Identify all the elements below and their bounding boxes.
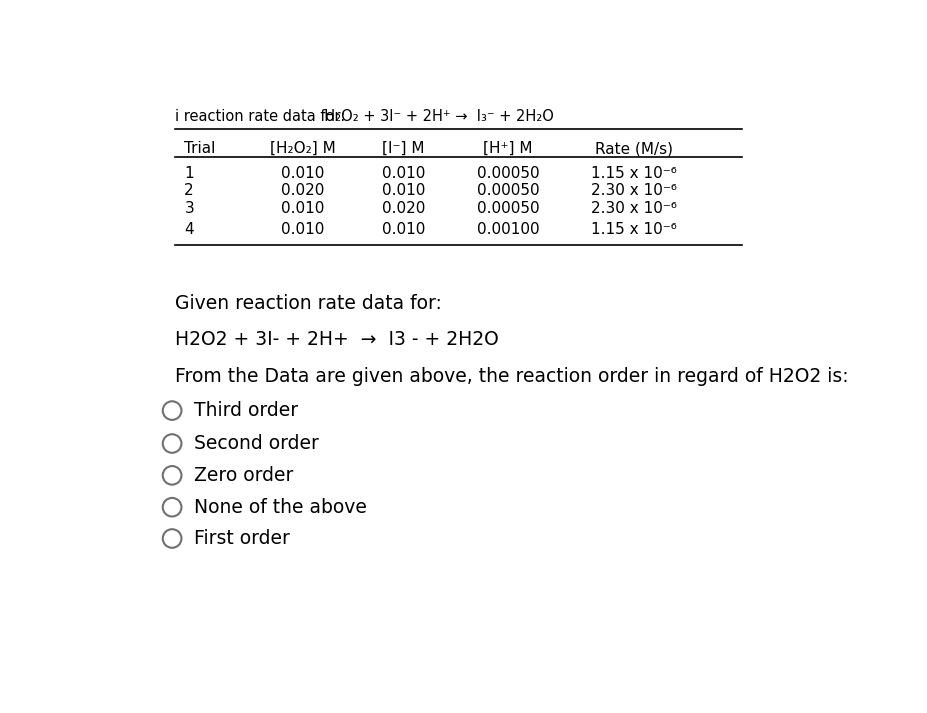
Text: [H⁺] M: [H⁺] M [483,141,532,156]
Text: Trial: Trial [184,141,215,156]
Text: Third order: Third order [194,401,298,420]
Text: 2: 2 [184,183,194,198]
Text: 0.010: 0.010 [382,222,425,237]
Text: First order: First order [194,529,289,548]
Text: 0.00050: 0.00050 [476,166,539,181]
Text: None of the above: None of the above [194,498,366,517]
Text: 1.15 x 10⁻⁶: 1.15 x 10⁻⁶ [590,166,676,181]
Text: 2.30 x 10⁻⁶: 2.30 x 10⁻⁶ [590,201,676,216]
Text: 1.15 x 10⁻⁶: 1.15 x 10⁻⁶ [590,222,676,237]
Text: 2.30 x 10⁻⁶: 2.30 x 10⁻⁶ [590,183,676,198]
Text: 0.00050: 0.00050 [476,183,539,198]
Text: 1: 1 [184,166,194,181]
Text: [H₂O₂] M: [H₂O₂] M [270,141,336,156]
Text: i reaction rate data for:: i reaction rate data for: [175,108,345,123]
Text: Given reaction rate data for:: Given reaction rate data for: [175,294,441,313]
Text: 0.00100: 0.00100 [476,222,539,237]
Text: 0.00050: 0.00050 [476,201,539,216]
Text: Second order: Second order [194,434,318,453]
Text: 4: 4 [184,222,194,237]
Text: 0.020: 0.020 [281,183,324,198]
Text: H2O2 + 3I- + 2H+  →  I3 - + 2H2O: H2O2 + 3I- + 2H+ → I3 - + 2H2O [175,330,498,349]
Text: 0.010: 0.010 [281,201,324,216]
Text: 0.020: 0.020 [382,201,425,216]
Text: 0.010: 0.010 [281,166,324,181]
Text: From the Data are given above, the reaction order in regard of H2O2 is:: From the Data are given above, the react… [175,367,847,386]
Text: 0.010: 0.010 [281,222,324,237]
Text: Rate (M/s): Rate (M/s) [594,141,672,156]
Text: Zero order: Zero order [194,466,293,485]
Text: 0.010: 0.010 [382,183,425,198]
Text: 3: 3 [184,201,194,216]
Text: 0.010: 0.010 [382,166,425,181]
Text: H₂O₂ + 3I⁻ + 2H⁺ →  I₃⁻ + 2H₂O: H₂O₂ + 3I⁻ + 2H⁺ → I₃⁻ + 2H₂O [315,108,553,123]
Text: [I⁻] M: [I⁻] M [382,141,425,156]
